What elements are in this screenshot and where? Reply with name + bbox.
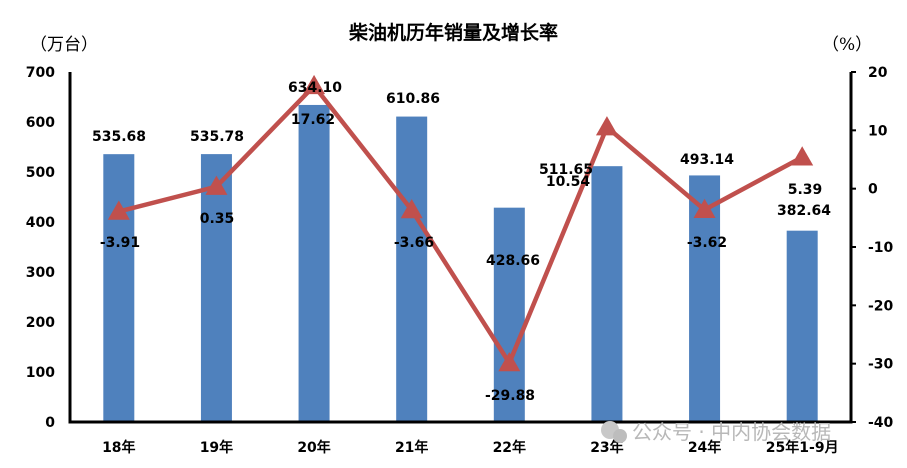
chart-title: 柴油机历年销量及增长率 [348, 22, 558, 44]
growth-value-label: -3.62 [687, 235, 727, 251]
left-axis-tick-label: 600 [26, 115, 55, 131]
x-axis-category-label: 23年 [590, 439, 623, 456]
right-axis-tick-label: 0 [868, 182, 878, 198]
triangle-marker [595, 116, 618, 136]
x-axis-category-label: 18年 [102, 439, 135, 456]
bar [786, 230, 818, 422]
line-series-growth [107, 74, 814, 372]
bar-series-sales [103, 104, 818, 423]
bar-value-label: 610.86 [386, 91, 440, 107]
x-axis-category-label: 25年1-9月 [766, 439, 839, 456]
left-axis-tick-label: 0 [45, 415, 55, 431]
data-labels: 535.68 535.78 634.10 610.86 428.66 511.65 493.… [92, 80, 831, 404]
right-axis-tick-label: 10 [868, 123, 888, 139]
growth-value-label: -3.66 [394, 235, 434, 251]
bar-value-label: 535.68 [92, 129, 146, 145]
left-axis-tick-label: 300 [26, 265, 55, 281]
bar-value-label: 634.10 [288, 80, 342, 96]
x-axis-category-label: 20年 [297, 439, 330, 456]
right-axis-tick-label: -30 [868, 357, 894, 373]
growth-value-label: 5.39 [788, 182, 823, 198]
right-axis-tick-label: -10 [868, 240, 894, 256]
bar [200, 154, 232, 423]
bar-value-label: 493.14 [680, 152, 734, 168]
watermark-text: 公众号 · 中内协会数据 [632, 420, 831, 444]
watermark: 公众号 · 中内协会数据 [601, 420, 831, 444]
bar [591, 166, 623, 422]
x-axis-category-label: 19年 [200, 439, 233, 456]
left-axis-tick-label: 100 [26, 365, 55, 381]
bar-value-label: 511.65 [539, 162, 593, 178]
left-axis-tick-label: 700 [26, 65, 55, 81]
bar [298, 104, 330, 422]
growth-line [118, 82, 804, 368]
growth-value-label: 17.62 [291, 112, 335, 128]
right-axis-tick-label: -20 [868, 298, 894, 314]
triangle-marker [400, 199, 423, 219]
growth-value-label: -3.91 [100, 235, 140, 251]
right-axis-tick-label: -40 [868, 415, 894, 431]
bar [396, 116, 428, 422]
left-axis-tick-label: 200 [26, 315, 55, 331]
bar [103, 154, 135, 422]
growth-value-label: 10.54 [546, 174, 591, 190]
triangle-marker [693, 198, 716, 219]
triangle-marker [498, 351, 521, 372]
bar-value-label: 535.78 [190, 129, 244, 145]
x-axis-category-label: 21年 [395, 439, 428, 456]
triangle-marker [303, 74, 326, 95]
right-axis-unit: （%） [822, 35, 873, 55]
right-axis-tick-label: 20 [868, 65, 888, 81]
bar-value-label: 382.64 [777, 203, 831, 219]
x-axis-category-label: 22年 [493, 439, 526, 456]
triangle-marker [107, 200, 130, 220]
bar-value-label: 428.66 [486, 253, 540, 269]
left-axis-unit: （万台） [30, 35, 98, 55]
bar [493, 207, 525, 422]
wechat-icon-bubble [613, 429, 627, 443]
triangle-marker [791, 146, 814, 166]
growth-value-label: -29.88 [485, 388, 535, 404]
left-axis-tick-label: 500 [26, 165, 55, 181]
x-axis-category-label: 24年 [688, 439, 721, 456]
growth-value-label: 0.35 [200, 211, 235, 227]
left-axis-tick-label: 400 [26, 215, 55, 231]
triangle-marker [205, 175, 228, 195]
